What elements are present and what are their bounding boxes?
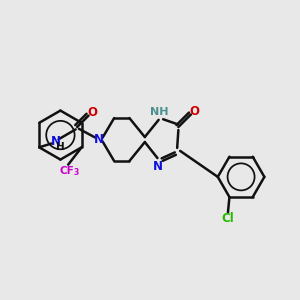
- Text: N: N: [94, 133, 103, 146]
- Text: CF: CF: [59, 166, 74, 176]
- Text: 3: 3: [74, 169, 79, 178]
- Text: Cl: Cl: [222, 212, 234, 225]
- Text: H: H: [56, 142, 65, 152]
- Text: N: N: [51, 135, 61, 148]
- Text: NH: NH: [150, 107, 168, 117]
- Text: O: O: [190, 105, 200, 118]
- Text: O: O: [87, 106, 97, 118]
- Text: N: N: [153, 160, 163, 173]
